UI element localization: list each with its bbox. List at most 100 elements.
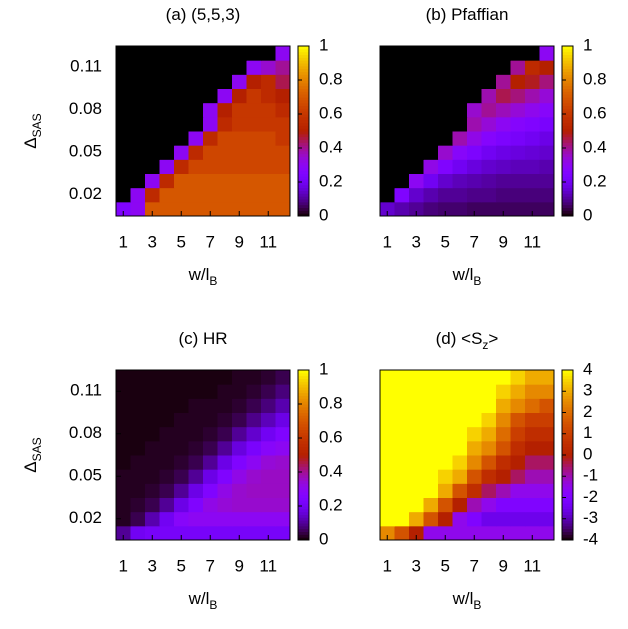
colorbar-swatch (298, 432, 309, 436)
heatmap-cell (217, 398, 233, 413)
colorbar-swatch (298, 108, 309, 112)
heatmap-cell (525, 412, 540, 428)
heatmap-cell (423, 398, 439, 413)
heatmap-cell (525, 102, 540, 118)
heatmap-cell (188, 102, 204, 118)
colorbar-tick-label: 3 (583, 381, 592, 400)
heatmap-cell (452, 370, 468, 385)
heatmap-cell (438, 74, 453, 89)
heatmap-cell (394, 145, 410, 160)
colorbar-swatch (562, 423, 573, 428)
heatmap-cell (174, 497, 189, 513)
colorbar-swatch (562, 48, 573, 53)
colorbar-swatch (298, 372, 309, 377)
colorbar-swatch (562, 142, 573, 146)
heatmap-cell (481, 398, 497, 413)
heatmap-cell (409, 497, 424, 513)
heatmap-cell (481, 201, 497, 217)
x-tick-label: 11 (259, 232, 277, 251)
heatmap-cell (232, 525, 247, 541)
colorbar-swatch (562, 370, 573, 374)
heatmap-cell (438, 398, 453, 413)
heatmap-cell (467, 370, 482, 385)
heatmap-cell (275, 116, 291, 132)
colorbar-swatch (562, 401, 573, 405)
heatmap-cell (188, 201, 204, 217)
x-tick-label: 3 (148, 232, 157, 251)
heatmap-cell (380, 370, 395, 385)
colorbar-swatch (298, 455, 309, 459)
heatmap-cell (423, 159, 439, 174)
x-tick-label: 7 (470, 232, 479, 251)
colorbar-swatch (562, 207, 573, 211)
heatmap-cell (452, 412, 468, 428)
colorbar-swatch (562, 97, 573, 101)
heatmap-cell (261, 469, 276, 484)
colorbar-swatch (298, 392, 309, 396)
colorbar-swatch (298, 74, 309, 78)
heatmap-cell (130, 469, 146, 484)
heatmap-cell (438, 131, 453, 146)
heatmap-cell (539, 102, 555, 118)
colorbar-swatch (298, 54, 309, 58)
heatmap-cell (423, 469, 439, 484)
heatmap-cell (510, 145, 526, 160)
panel-title-part: z (482, 338, 488, 352)
colorbar-swatch (562, 469, 573, 473)
heatmap-cell (145, 455, 160, 470)
colorbar-swatch (298, 418, 309, 422)
colorbar-swatch (298, 114, 309, 118)
y-tick-label: 0.02 (69, 184, 102, 203)
x-tick-label: 1 (119, 232, 128, 251)
colorbar-swatch (298, 494, 309, 498)
x-tick-label: 11 (523, 232, 541, 251)
colorbar-swatch (298, 412, 309, 416)
colorbar-swatch (298, 48, 309, 53)
heatmap-cell (539, 412, 555, 428)
heatmap-cell (525, 88, 540, 104)
colorbar-tick-label: 0.6 (583, 103, 607, 122)
heatmap-cell (394, 88, 410, 104)
heatmap-cell (525, 497, 540, 513)
colorbar-swatch (298, 446, 309, 450)
heatmap-cell (275, 483, 291, 498)
colorbar-swatch (562, 114, 573, 118)
heatmap-cell (217, 145, 233, 160)
heatmap-cell (539, 440, 555, 456)
heatmap-cell (261, 370, 276, 385)
x-axis-label: w/lB (452, 265, 482, 288)
heatmap-cell (510, 398, 526, 413)
colorbar-swatch (298, 68, 309, 72)
heatmap-cell (438, 497, 453, 513)
heatmap-cell (145, 116, 160, 132)
colorbar-swatch (562, 440, 573, 445)
heatmap-cell (203, 370, 218, 385)
heatmap-cell (525, 511, 540, 527)
colorbar-tick-label: 0.4 (319, 137, 343, 156)
heatmap-cell (232, 46, 247, 61)
heatmap-cell (380, 173, 395, 189)
heatmap-cell (116, 88, 131, 104)
heatmap-cell (174, 426, 189, 442)
heatmap-cell (188, 440, 204, 456)
heatmap-cell (116, 398, 131, 413)
colorbar-border (561, 45, 574, 217)
heatmap-cell (452, 497, 468, 513)
heatmap-cell (203, 511, 218, 527)
heatmap-cell (130, 187, 146, 203)
heatmap-cell (423, 46, 439, 61)
heatmap-cell (174, 46, 189, 61)
colorbar-swatch (298, 506, 309, 510)
heatmap-cell (409, 131, 424, 146)
colorbar-swatch (562, 128, 573, 132)
heatmap-cell (130, 370, 146, 385)
colorbar-tick-label: 0.4 (583, 137, 607, 156)
heatmap-cell (217, 370, 233, 385)
heatmap-cell (510, 384, 526, 399)
colorbar-swatch (562, 486, 573, 490)
heatmap-cell (452, 46, 468, 61)
heatmap-cell (438, 483, 453, 498)
colorbar-swatch (562, 429, 573, 433)
colorbar-swatch (298, 423, 309, 428)
heatmap-cell (246, 511, 262, 527)
